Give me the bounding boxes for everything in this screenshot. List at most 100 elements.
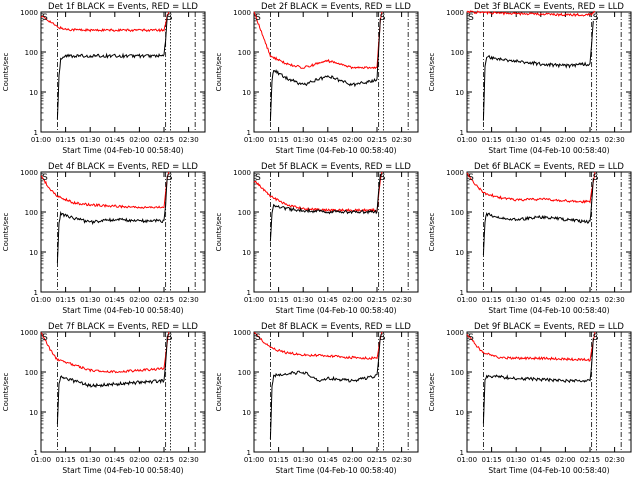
lld-series-line — [253, 171, 383, 213]
detector-panel: Det 2f BLACK = Events, RED = LLD Counts/s… — [215, 2, 419, 155]
detector-panel: Det 8f BLACK = Events, RED = LLD Counts/s… — [215, 322, 419, 475]
x-tick-label: 01:00 — [244, 296, 264, 304]
y-tick-label: 10 — [242, 89, 251, 97]
y-tick-label: 100 — [25, 369, 38, 377]
y-axis-label: Counts/sec — [215, 53, 223, 92]
detector-panel: Det 1f BLACK = Events, RED = LLD Counts/s… — [2, 2, 206, 155]
saa-marker-label: S — [468, 13, 474, 23]
y-tick-label: 1 — [460, 289, 464, 297]
events-series-line — [56, 175, 168, 263]
x-tick-label: 01:15 — [56, 296, 76, 304]
x-tick-label: 02:15 — [367, 136, 387, 144]
x-tick-label: 02:30 — [179, 296, 199, 304]
y-tick-label: 1000 — [233, 9, 251, 17]
y-tick-label: 1000 — [20, 9, 38, 17]
y-tick-label: 100 — [238, 49, 251, 57]
x-axis-label: Start Time (04-Feb-10 00:58:40) — [62, 466, 183, 475]
y-tick-label: 1000 — [233, 329, 251, 337]
x-tick-label: 01:30 — [293, 296, 313, 304]
events-series-line — [482, 20, 594, 121]
saa-marker-label: S — [255, 13, 261, 23]
chart-title: Det 7f BLACK = Events, RED = LLD — [48, 322, 198, 332]
y-tick-label: 100 — [451, 49, 464, 57]
x-axis-label: Start Time (04-Feb-10 00:58:40) — [488, 146, 609, 155]
y-axis-label: Counts/sec — [215, 373, 223, 412]
y-tick-label: 1 — [34, 289, 38, 297]
y-tick-label: 1000 — [20, 169, 38, 177]
x-tick-label: 02:15 — [580, 136, 600, 144]
detector-panel: Det 3f BLACK = Events, RED = LLD Counts/s… — [428, 2, 632, 155]
events-series-line — [56, 15, 168, 120]
x-axis-label: Start Time (04-Feb-10 00:58:40) — [275, 466, 396, 475]
y-tick-label: 10 — [242, 249, 251, 257]
events-series-line — [269, 18, 381, 122]
lld-series-line — [253, 11, 383, 70]
y-tick-label: 1 — [34, 129, 38, 137]
y-tick-label: 1000 — [446, 329, 464, 337]
saa-marker-label: S — [42, 13, 48, 23]
x-tick-label: 02:15 — [154, 296, 174, 304]
y-tick-label: 1 — [34, 449, 38, 457]
y-tick-label: 100 — [451, 209, 464, 217]
x-tick-label: 01:30 — [506, 296, 526, 304]
chart-title: Det 2f BLACK = Events, RED = LLD — [261, 2, 411, 12]
chart-title: Det 8f BLACK = Events, RED = LLD — [261, 322, 411, 332]
x-tick-label: 02:30 — [392, 456, 412, 464]
x-tick-label: 01:45 — [318, 456, 338, 464]
y-tick-label: 10 — [242, 409, 251, 417]
x-tick-label: 02:15 — [580, 296, 600, 304]
y-axis-label: Counts/sec — [2, 213, 10, 252]
y-tick-label: 10 — [455, 409, 464, 417]
y-tick-label: 1 — [460, 449, 464, 457]
x-axis-label: Start Time (04-Feb-10 00:58:40) — [62, 146, 183, 155]
saa-marker-label: S — [255, 173, 261, 183]
x-axis-label: Start Time (04-Feb-10 00:58:40) — [62, 306, 183, 315]
x-tick-label: 01:00 — [244, 456, 264, 464]
x-tick-label: 01:00 — [457, 136, 477, 144]
y-tick-label: 10 — [29, 249, 38, 257]
x-tick-label: 02:30 — [179, 136, 199, 144]
x-tick-label: 02:00 — [555, 296, 575, 304]
y-tick-label: 100 — [451, 369, 464, 377]
lld-series-line — [466, 10, 596, 18]
x-tick-label: 01:15 — [269, 456, 289, 464]
plot-frame — [466, 11, 632, 133]
x-tick-label: 01:15 — [269, 136, 289, 144]
y-tick-label: 1000 — [446, 9, 464, 17]
x-tick-label: 02:00 — [342, 456, 362, 464]
y-tick-label: 1000 — [233, 169, 251, 177]
chart-title: Det 6f BLACK = Events, RED = LLD — [474, 162, 624, 172]
y-tick-label: 1000 — [446, 169, 464, 177]
x-tick-label: 02:30 — [605, 136, 625, 144]
x-tick-label: 02:15 — [367, 296, 387, 304]
detector-panel: Det 7f BLACK = Events, RED = LLD Counts/s… — [2, 322, 206, 475]
x-axis-label: Start Time (04-Feb-10 00:58:40) — [275, 306, 396, 315]
x-tick-label: 01:45 — [105, 136, 125, 144]
chart-title: Det 5f BLACK = Events, RED = LLD — [261, 162, 411, 172]
saa-marker-label: S — [468, 173, 474, 183]
y-tick-label: 1000 — [20, 329, 38, 337]
detector-panel: Det 5f BLACK = Events, RED = LLD Counts/s… — [215, 162, 419, 315]
saa-marker-label: S — [593, 333, 599, 343]
x-tick-label: 02:30 — [179, 456, 199, 464]
saa-marker-label: S — [593, 173, 599, 183]
y-tick-label: 1 — [247, 449, 251, 457]
saa-marker-label: S — [380, 333, 386, 343]
x-tick-label: 01:45 — [318, 296, 338, 304]
y-tick-label: 100 — [238, 209, 251, 217]
x-tick-label: 01:30 — [293, 136, 313, 144]
x-axis-label: Start Time (04-Feb-10 00:58:40) — [488, 466, 609, 475]
x-tick-label: 01:30 — [80, 136, 100, 144]
saa-marker-label: S — [167, 333, 173, 343]
x-tick-label: 01:30 — [293, 456, 313, 464]
x-axis-label: Start Time (04-Feb-10 00:58:40) — [275, 146, 396, 155]
plot-frame — [253, 331, 419, 453]
detector-panel: Det 6f BLACK = Events, RED = LLD Counts/s… — [428, 162, 632, 315]
saa-marker-label: S — [380, 173, 386, 183]
plot-frame — [40, 331, 206, 453]
saa-marker-label: S — [255, 333, 261, 343]
x-tick-label: 01:15 — [56, 456, 76, 464]
x-tick-label: 01:15 — [482, 456, 502, 464]
events-series-line — [482, 338, 594, 424]
